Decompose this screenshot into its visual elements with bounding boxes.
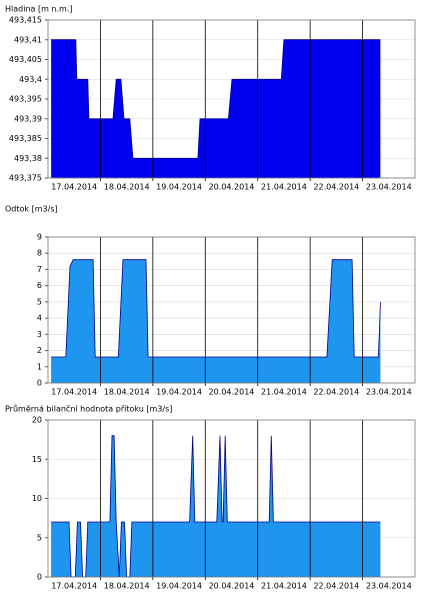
x-tick-label: 17.04.2014 (51, 388, 97, 397)
y-tick-label: 15 (32, 455, 42, 464)
y-tick-label: 9 (37, 233, 42, 242)
y-tick-label: 493,4 (19, 75, 42, 84)
x-tick-label: 23.04.2014 (366, 183, 412, 192)
x-tick-label: 20.04.2014 (209, 582, 255, 591)
plot-frame (47, 236, 416, 384)
y-tick-label: 493,385 (9, 134, 42, 143)
x-tick-label: 21.04.2014 (261, 183, 307, 192)
y-tick-label: 2 (37, 346, 42, 355)
y-tick-label: 493,415 (9, 16, 42, 25)
plot-frame (47, 19, 416, 179)
x-tick-label: 18.04.2014 (104, 582, 150, 591)
area-fill (51, 435, 381, 577)
x-tick-label: 21.04.2014 (261, 388, 307, 397)
x-tick-label: 19.04.2014 (156, 388, 202, 397)
x-tick-label: 19.04.2014 (156, 183, 202, 192)
y-tick-label: 1 (37, 362, 42, 371)
x-tick-label: 17.04.2014 (51, 582, 97, 591)
y-tick-label: 6 (37, 281, 42, 290)
y-tick-label: 4 (37, 314, 42, 323)
area-fill (51, 39, 381, 179)
x-tick-label: 22.04.2014 (313, 388, 359, 397)
x-tick-label: 17.04.2014 (51, 183, 97, 192)
chart-title: Průměrná bilanční hodnota přítoku [m3/s] (5, 404, 172, 414)
y-tick-label: 493,395 (9, 95, 42, 104)
y-tick-label: 5 (37, 297, 42, 306)
plot-frame (47, 419, 416, 578)
y-tick-label: 20 (32, 416, 42, 425)
x-tick-label: 20.04.2014 (209, 388, 255, 397)
area-outline (51, 435, 381, 578)
x-tick-label: 22.04.2014 (313, 183, 359, 192)
area-fill (51, 259, 381, 383)
y-tick-label: 0 (37, 573, 42, 582)
x-tick-label: 18.04.2014 (104, 388, 150, 397)
x-tick-label: 23.04.2014 (366, 388, 412, 397)
y-tick-label: 5 (37, 533, 42, 542)
x-tick-label: 19.04.2014 (156, 582, 202, 591)
chart-title: Hladina [m n.m.] (5, 5, 72, 14)
x-tick-label: 21.04.2014 (261, 582, 307, 591)
x-tick-label: 20.04.2014 (209, 183, 255, 192)
x-tick-label: 22.04.2014 (313, 582, 359, 591)
y-tick-label: 8 (37, 249, 42, 258)
y-tick-label: 0 (37, 379, 42, 388)
y-tick-label: 493,39 (14, 114, 42, 123)
y-tick-label: 10 (32, 494, 42, 503)
y-tick-label: 493,41 (14, 35, 42, 44)
y-tick-label: 7 (37, 265, 42, 274)
y-tick-label: 493,375 (9, 174, 42, 183)
y-tick-label: 493,405 (9, 55, 42, 64)
x-tick-label: 18.04.2014 (104, 183, 150, 192)
area-outline (51, 259, 381, 358)
y-tick-label: 493,38 (14, 154, 42, 163)
chart-title: Odtok [m3/s] (5, 205, 58, 214)
y-tick-label: 3 (37, 330, 42, 339)
area-outline (51, 39, 381, 159)
x-tick-label: 23.04.2014 (366, 582, 412, 591)
